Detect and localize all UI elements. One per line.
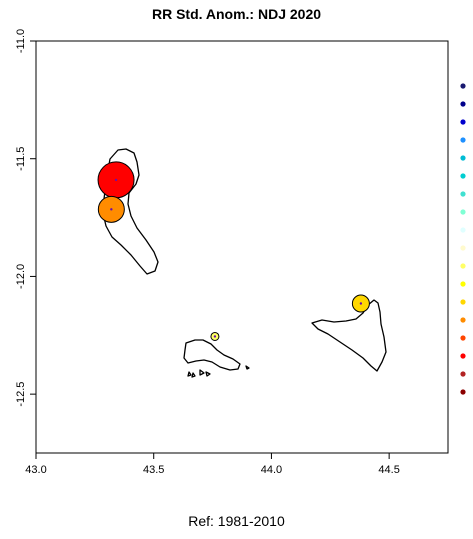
- legend-swatch-14: [460, 317, 466, 323]
- legend-swatch-8: [460, 209, 466, 215]
- legend-swatch-3: [460, 119, 466, 125]
- data-point-center-4: [213, 335, 217, 338]
- legend-swatch-2: [460, 101, 466, 107]
- legend-swatch-6: [460, 173, 466, 179]
- plot-area-frame: [35, 40, 449, 454]
- legend-swatch-15: [460, 335, 466, 341]
- x-tick-label-4: 44.5: [378, 464, 399, 476]
- color-legend: [460, 83, 466, 395]
- legend-swatch-9: [460, 227, 466, 233]
- legend-swatch-11: [460, 263, 466, 269]
- legend-swatch-4: [460, 137, 466, 143]
- x-tick-label-2: 43.5: [143, 464, 164, 476]
- island-anjouan-outline: [311, 299, 387, 372]
- x-tick-label-3: 44.0: [261, 464, 282, 476]
- y-tick-label-4: -12.5: [15, 382, 27, 407]
- legend-swatch-18: [460, 389, 466, 395]
- data-point-center-3: [359, 302, 363, 305]
- chart-title: RR Std. Anom.: NDJ 2020: [151, 6, 322, 22]
- y-tick-label-3: -12.0: [15, 264, 27, 289]
- island-moheli-outline: [183, 339, 241, 371]
- legend-swatch-17: [460, 371, 466, 377]
- legend-swatch-12: [460, 281, 466, 287]
- data-point-center-2: [110, 208, 113, 211]
- data-point-center-1: [114, 178, 118, 182]
- legend-swatch-5: [460, 155, 466, 161]
- island-outlines: [102, 148, 387, 378]
- axes: 43.0 43.5 44.0 44.5 -11.0 -11.5 -12.0 -12.5: [15, 29, 400, 476]
- legend-swatch-13: [460, 299, 466, 305]
- x-tick-label-1: 43.0: [25, 464, 46, 476]
- y-tick-label-2: -11.5: [15, 147, 27, 171]
- legend-swatch-1: [460, 83, 466, 89]
- reference-period-label: Ref: 1981-2010: [188, 513, 285, 529]
- legend-swatch-10: [460, 245, 466, 251]
- y-tick-label-1: -11.0: [15, 29, 27, 53]
- data-points: [97, 161, 370, 341]
- legend-swatch-16: [460, 353, 466, 359]
- legend-swatch-7: [460, 191, 466, 197]
- island-moheli-islets: [187, 365, 250, 378]
